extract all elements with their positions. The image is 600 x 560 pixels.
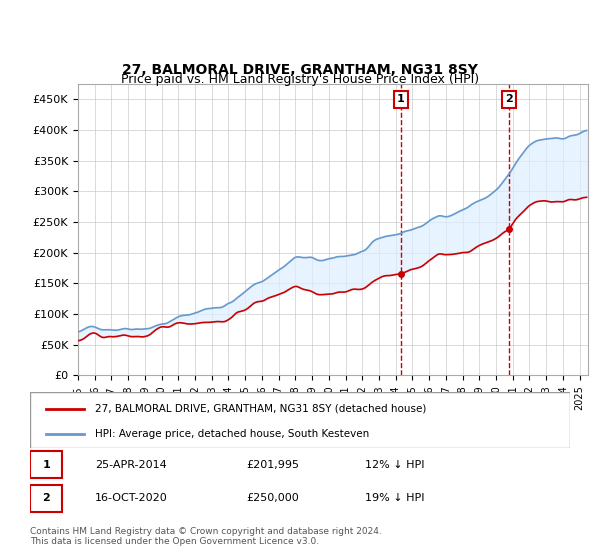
Text: 27, BALMORAL DRIVE, GRANTHAM, NG31 8SY (detached house): 27, BALMORAL DRIVE, GRANTHAM, NG31 8SY (… bbox=[95, 404, 426, 414]
Text: 1: 1 bbox=[43, 460, 50, 470]
Text: 25-APR-2014: 25-APR-2014 bbox=[95, 460, 167, 470]
Text: 2: 2 bbox=[43, 493, 50, 503]
Text: 16-OCT-2020: 16-OCT-2020 bbox=[95, 493, 167, 503]
FancyBboxPatch shape bbox=[30, 392, 570, 448]
Text: 27, BALMORAL DRIVE, GRANTHAM, NG31 8SY: 27, BALMORAL DRIVE, GRANTHAM, NG31 8SY bbox=[122, 63, 478, 77]
Text: £201,995: £201,995 bbox=[246, 460, 299, 470]
Text: 2: 2 bbox=[505, 94, 513, 104]
Text: £250,000: £250,000 bbox=[246, 493, 299, 503]
Text: Contains HM Land Registry data © Crown copyright and database right 2024.
This d: Contains HM Land Registry data © Crown c… bbox=[30, 526, 382, 546]
Text: 1: 1 bbox=[397, 94, 405, 104]
Text: 12% ↓ HPI: 12% ↓ HPI bbox=[365, 460, 424, 470]
FancyBboxPatch shape bbox=[30, 451, 62, 478]
FancyBboxPatch shape bbox=[30, 485, 62, 512]
Text: 19% ↓ HPI: 19% ↓ HPI bbox=[365, 493, 424, 503]
Text: Price paid vs. HM Land Registry's House Price Index (HPI): Price paid vs. HM Land Registry's House … bbox=[121, 73, 479, 86]
Text: HPI: Average price, detached house, South Kesteven: HPI: Average price, detached house, Sout… bbox=[95, 429, 369, 439]
